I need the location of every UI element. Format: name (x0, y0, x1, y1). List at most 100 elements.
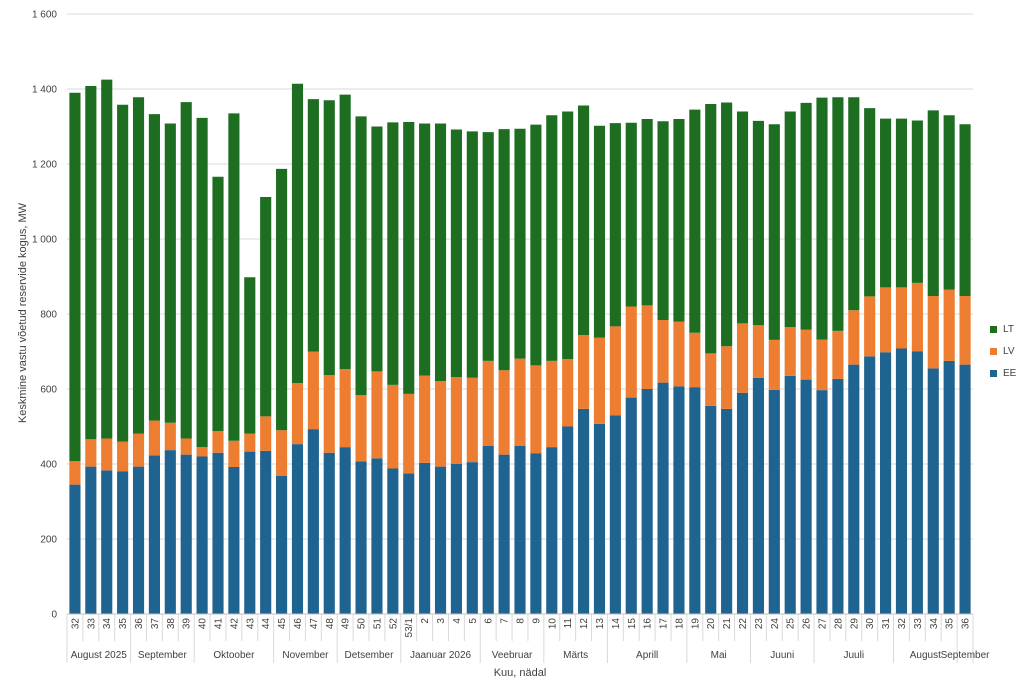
bar-lt (721, 102, 733, 347)
bar-ee (482, 446, 494, 614)
bar-lv (943, 289, 955, 361)
bar-lt (228, 113, 240, 441)
bar-lv (895, 287, 908, 349)
bar-lv (164, 422, 176, 451)
bar-lt (132, 97, 145, 434)
bar-lt (895, 118, 908, 288)
x-tick-label: 35 (945, 618, 956, 630)
bar-ee (228, 467, 240, 614)
x-tick-label: 28 (833, 618, 844, 630)
x-tick-label: 45 (277, 618, 288, 630)
x-tick-label: 50 (357, 618, 368, 630)
bar-ee (212, 452, 224, 614)
bar-lt (148, 114, 160, 421)
bar-lv (705, 353, 717, 406)
bar-ee (323, 452, 335, 614)
bar-lv (212, 431, 224, 453)
x-tick-label: 26 (802, 618, 813, 630)
x-tick-label: 30 (865, 618, 876, 630)
bar-lv (736, 323, 749, 393)
legend-label-lt: LT (1003, 323, 1014, 335)
bar-ee (927, 368, 939, 614)
month-label: Veebruar (492, 650, 533, 661)
bar-lt (768, 124, 780, 340)
bar-lt (657, 121, 669, 320)
bar-lv (419, 375, 431, 463)
bar-lv (546, 360, 558, 448)
bar-lv (864, 296, 876, 357)
bar-lt (927, 110, 939, 296)
bar-lt (244, 277, 256, 434)
legend-label-lv: LV (1003, 345, 1015, 357)
bar-ee (530, 453, 542, 614)
bar-lv (848, 310, 860, 365)
month-label: Juuni (770, 650, 794, 661)
bar-lt (450, 129, 462, 377)
x-tick-label: 41 (214, 618, 225, 630)
bar-ee (816, 390, 828, 614)
bar-lt (848, 97, 860, 311)
bar-lv (482, 360, 494, 446)
bar-lt (371, 126, 383, 372)
bar-ee (339, 447, 351, 614)
x-tick-label: 33 (913, 618, 924, 630)
x-tick-label: 8 (516, 618, 527, 624)
x-tick-label: 15 (627, 618, 638, 630)
x-tick-label: 3 (436, 618, 447, 624)
bar-lt (323, 100, 335, 376)
bar-lt (498, 129, 510, 371)
bar-lt (689, 109, 701, 333)
month-label: Detsember (345, 650, 395, 661)
bar-lt (880, 118, 892, 288)
bar-lt (530, 124, 542, 366)
month-label: November (282, 650, 329, 661)
x-tick-label: 34 (929, 618, 940, 630)
bar-lv (228, 440, 240, 467)
bar-lv (593, 337, 606, 424)
bar-ee (562, 426, 574, 614)
bar-lt (387, 122, 399, 385)
bar-lv (832, 330, 844, 379)
bar-lt (752, 120, 764, 326)
bar-ee (832, 378, 844, 614)
bar-lt (276, 168, 288, 431)
bar-lt (117, 104, 129, 442)
bar-lt (911, 120, 923, 283)
x-tick-label: 2 (420, 618, 431, 624)
bar-lv (69, 461, 81, 485)
bar-lv (196, 447, 208, 457)
x-tick-label: 36 (134, 618, 145, 630)
bar-ee (895, 348, 908, 614)
bar-lt (641, 119, 653, 306)
y-tick-label: 400 (40, 460, 57, 471)
bar-lt (101, 79, 113, 439)
bar-lv (466, 377, 478, 463)
bar-lt (816, 97, 828, 340)
bar-lt (705, 104, 717, 354)
bar-ee (848, 364, 860, 614)
legend-item-lt: LT (990, 318, 1016, 340)
bar-ee (69, 484, 81, 614)
bar-lt (339, 94, 351, 370)
bar-ee (864, 356, 876, 614)
y-tick-label: 1 200 (32, 160, 57, 171)
month-label: Mai (711, 650, 727, 661)
bar-lv (339, 369, 351, 448)
x-tick-label: 39 (182, 618, 193, 630)
x-tick-label: 44 (261, 618, 272, 630)
bar-lv (673, 321, 685, 387)
bar-ee (768, 389, 780, 614)
bar-ee (705, 405, 717, 614)
x-tick-label: 37 (150, 618, 161, 630)
x-tick-label: 16 (643, 618, 654, 630)
bar-ee (943, 360, 955, 614)
bar-lv (530, 365, 542, 454)
bar-lt (609, 123, 621, 327)
x-tick-label: 40 (198, 618, 209, 630)
bar-lv (498, 370, 510, 455)
bar-ee (260, 450, 272, 614)
y-tick-label: 800 (40, 310, 57, 321)
x-tick-label: 4 (452, 618, 463, 624)
x-tick-label: 5 (468, 618, 479, 624)
bar-lv (800, 329, 812, 380)
